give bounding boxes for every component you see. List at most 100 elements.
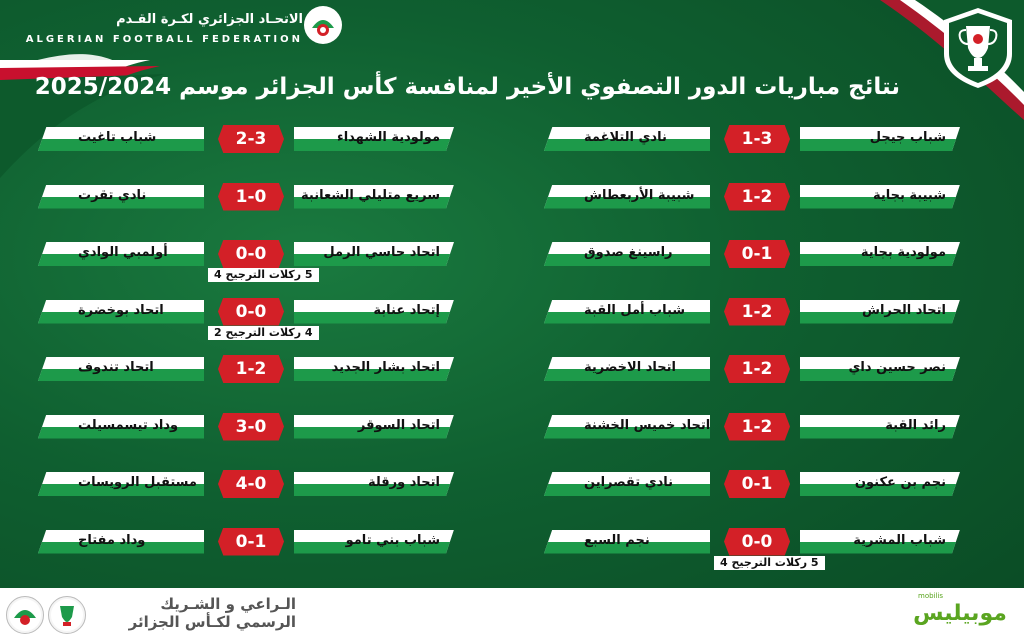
away-team-stripe — [38, 196, 204, 209]
match-score: 2-3 — [218, 125, 284, 153]
away-team-stripe — [544, 311, 710, 324]
match-score: 0-1 — [218, 527, 284, 556]
match-row: نادي تقرت 1-0 سريع متليلي الشعانبة — [38, 182, 454, 211]
away-team-stripe — [544, 484, 710, 496]
away-team-name: شباب تاغيت — [78, 130, 157, 145]
home-team-stripe — [294, 311, 454, 324]
away-team: نجم السبع — [544, 529, 710, 554]
away-team-stripe — [544, 426, 710, 439]
home-team: شبيبة بجاية — [800, 184, 960, 209]
home-team: إتحاد عنابة — [294, 299, 454, 324]
away-team-name: مستقبل الرويسات — [78, 475, 197, 490]
away-team: نادي تقصراين — [544, 472, 710, 496]
home-team-stripe — [294, 196, 454, 209]
away-team: مستقبل الرويسات — [38, 472, 204, 496]
mobilis-latin: mobilis — [918, 592, 944, 600]
away-team-stripe — [38, 139, 204, 151]
away-team: شبيبة الأربعطاش — [544, 184, 710, 209]
away-team-name: نادي تقصراين — [584, 475, 674, 490]
sponsor-line-1: الـراعي و الشـريك — [160, 595, 296, 613]
match-row: اتحاد خميس الخشنة 1-2 رائد القبة — [544, 412, 960, 441]
home-team-name: شباب المشرية — [853, 532, 946, 548]
away-team-stripe — [544, 196, 710, 209]
match-row: أولمبي الوادي 0-0 اتحاد حاسي الرمل — [38, 240, 454, 268]
home-team-name: نصر حسين داي — [848, 360, 946, 375]
home-team-stripe — [800, 484, 960, 496]
home-team: اتحاد بشار الجديد — [294, 357, 454, 381]
away-team-name: نادي تقرت — [78, 187, 147, 203]
match-score: 1-2 — [724, 297, 790, 326]
home-team-name: نجم بن عكنون — [854, 475, 946, 490]
home-team-stripe — [294, 541, 454, 554]
home-team-stripe — [800, 139, 960, 151]
away-team-name: شباب أمل القبة — [584, 302, 686, 318]
home-team: اتحاد حاسي الرمل — [294, 242, 454, 266]
away-team: اتحاد بوخضرة — [38, 299, 204, 324]
home-team-stripe — [294, 139, 454, 151]
home-team-name: اتحاد الحراش — [862, 302, 946, 318]
page-title: نتائج مباريات الدور التصفوي الأخير لمناف… — [34, 74, 900, 100]
federation-footer-logo-icon — [6, 596, 44, 634]
away-team-name: أولمبي الوادي — [78, 245, 168, 260]
home-team-name: شباب بني تامو — [345, 532, 440, 548]
home-team-name: مولودية بجاية — [860, 245, 946, 260]
away-team: شباب أمل القبة — [544, 299, 710, 324]
away-team-stripe — [38, 541, 204, 554]
away-team-stripe — [544, 369, 710, 381]
away-team-name: اتحاد الاخضرية — [584, 360, 676, 375]
away-team-name: شبيبة الأربعطاش — [584, 187, 695, 203]
away-team: وداد مفتاح — [38, 529, 204, 554]
home-team: شباب بني تامو — [294, 529, 454, 554]
away-team-name: وداد تيسمسيلت — [78, 417, 179, 433]
away-team-stripe — [544, 139, 710, 151]
home-team-name: رائد القبة — [885, 417, 946, 433]
away-team-name: اتحاد تندوف — [78, 360, 154, 375]
home-team-stripe — [800, 541, 960, 554]
match-row: وداد مفتاح 0-1 شباب بني تامو — [38, 527, 454, 556]
match-row: شبيبة الأربعطاش 1-2 شبيبة بجاية — [544, 182, 960, 211]
home-team-name: سريع متليلي الشعانبة — [301, 187, 440, 203]
sponsor-line-2: الرسمي لكـأس الجزائر — [128, 613, 296, 631]
home-team-stripe — [294, 369, 454, 381]
match-row: اتحاد الاخضرية 1-2 نصر حسين داي — [544, 355, 960, 383]
home-team: نصر حسين داي — [800, 357, 960, 381]
home-team-stripe — [294, 484, 454, 496]
penalties-note: 5 ركلات الترجيح 4 — [714, 555, 825, 570]
match-score: 1-3 — [724, 125, 790, 153]
federation-logo-icon — [304, 6, 342, 44]
match-score: 1-2 — [218, 355, 284, 383]
algerian-cup-logo-icon — [944, 8, 1012, 88]
match-score: 1-2 — [724, 355, 790, 383]
match-score: 0-0 — [724, 527, 790, 556]
match-score: 0-1 — [724, 240, 790, 268]
away-team-name: وداد مفتاح — [78, 532, 146, 548]
match-row: اتحاد بوخضرة 0-0 إتحاد عنابة — [38, 297, 454, 326]
home-team: نجم بن عكنون — [800, 472, 960, 496]
away-team: وداد تيسمسيلت — [38, 414, 204, 439]
away-team-name: راسينغ صدوق — [584, 245, 673, 260]
mobilis-logo: موبيليس — [913, 601, 1007, 626]
away-team-stripe — [38, 369, 204, 381]
home-team-stripe — [800, 254, 960, 266]
penalties-note: 4 ركلات الترجيح 2 — [208, 325, 319, 340]
cup-footer-logo-icon — [48, 596, 86, 634]
home-team-stripe — [800, 196, 960, 209]
match-row: نجم السبع 0-0 شباب المشرية — [544, 527, 960, 556]
home-team: رائد القبة — [800, 414, 960, 439]
match-score: 0-0 — [218, 240, 284, 268]
match-row: نادي التلاغمة 1-3 شباب جيجل — [544, 125, 960, 153]
home-team-name: مولودية الشهداء — [337, 130, 440, 145]
federation-name-en: ALGERIAN FOOTBALL FEDERATION — [25, 34, 303, 45]
away-team-name: اتحاد خميس الخشنة — [584, 417, 711, 433]
sponsor-text: الـراعي و الشـريك الرسمي لكـأس الجزائر — [96, 595, 296, 631]
match-score: 0-0 — [218, 297, 284, 326]
home-team-name: اتحاد بشار الجديد — [331, 360, 440, 375]
home-team: اتحاد ورقلة — [294, 472, 454, 496]
match-score: 1-2 — [724, 182, 790, 211]
away-team-stripe — [38, 254, 204, 266]
federation-header: الاتحـاد الجزائري لكـرة القـدم ALGERIAN … — [18, 8, 303, 48]
home-team: شباب المشرية — [800, 529, 960, 554]
home-team-stripe — [800, 369, 960, 381]
away-team: أولمبي الوادي — [38, 242, 204, 266]
match-row: نادي تقصراين 0-1 نجم بن عكنون — [544, 470, 960, 498]
